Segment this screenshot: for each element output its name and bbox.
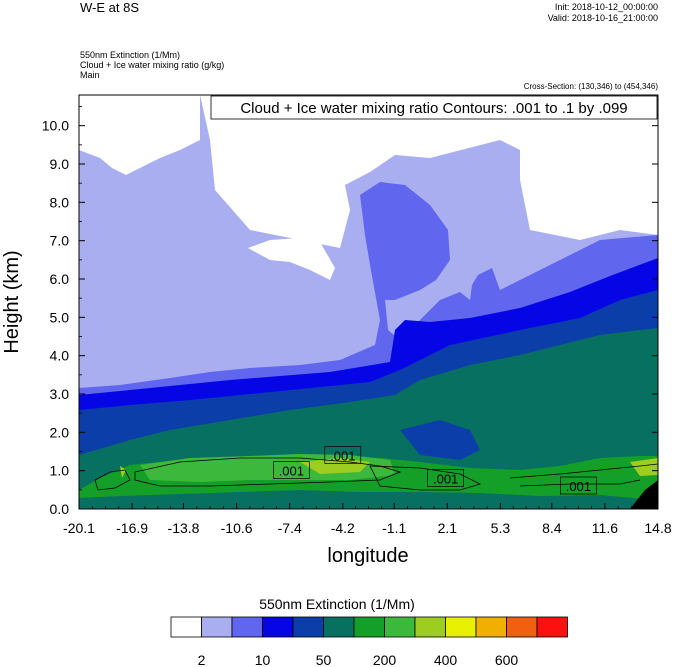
y-tick-label: 1.0 bbox=[50, 463, 70, 479]
init-time: Init: 2018-10-12_00:00:00 bbox=[554, 2, 658, 12]
colorbar-label: 10 bbox=[255, 652, 271, 667]
y-tick-label: 7.0 bbox=[50, 233, 70, 249]
colorbar-swatch bbox=[414, 616, 446, 638]
x-tick-label: -10.6 bbox=[221, 520, 253, 536]
contour-label-box bbox=[560, 476, 597, 495]
valid-time: Valid: 2018-10-16_21:00:00 bbox=[547, 13, 658, 23]
x-tick-label: 5.3 bbox=[491, 520, 511, 536]
field-mixing-ratio: Cloud + Ice water mixing ratio (g/kg) bbox=[80, 60, 225, 70]
colorbar-label: 200 bbox=[373, 652, 397, 667]
y-tick-label: 0.0 bbox=[50, 501, 70, 517]
colorbar-swatch bbox=[353, 616, 385, 638]
contour-lines bbox=[94, 457, 658, 491]
colorbar-label: 2 bbox=[198, 652, 206, 667]
colorbar-swatch bbox=[323, 616, 355, 638]
colorbar-label: 600 bbox=[495, 652, 519, 667]
y-tick-label: 4.0 bbox=[50, 348, 70, 364]
y-tick-label: 2.0 bbox=[50, 424, 70, 440]
x-axis: -20.1 -16.9 -13.8 -10.6 -7.4 -4.2 -1.1 2.1 5.3 8.… bbox=[63, 503, 672, 536]
contour-label-box bbox=[427, 468, 464, 487]
colorbar-title: 550nm Extinction (1/Mm) bbox=[259, 596, 415, 612]
time-info: Init: 2018-10-12_00:00:00 Valid: 2018-10… bbox=[548, 2, 658, 24]
contour-legend-text: Cloud + Ice water mixing ratio Contours:… bbox=[240, 100, 627, 117]
field-domain: Main bbox=[80, 70, 100, 80]
y-tick-label: 10.0 bbox=[42, 118, 69, 134]
x-tick-label: 11.6 bbox=[592, 520, 618, 536]
contour-label-group: .001 .001 .001 .001 bbox=[273, 445, 597, 495]
x-tick-label: -16.9 bbox=[116, 520, 148, 536]
colorbar-swatch bbox=[536, 616, 568, 638]
contour-label: .001 bbox=[330, 448, 355, 463]
y-tick-label: 5.0 bbox=[50, 309, 70, 325]
colorbar-swatch bbox=[475, 616, 507, 638]
colorbar-swatch bbox=[262, 616, 294, 638]
y-axis-label: Height (km) bbox=[1, 250, 23, 353]
filled-contours bbox=[79, 95, 658, 509]
x-tick-label: -4.2 bbox=[331, 520, 355, 536]
contour-label: .001 bbox=[279, 464, 304, 479]
x-axis-label: longitude bbox=[327, 545, 408, 567]
colorbar-swatch bbox=[170, 616, 202, 638]
field-extinction: 550nm Extinction (1/Mm) bbox=[80, 50, 181, 60]
x-tick-label: 14.8 bbox=[644, 520, 671, 536]
y-tick-label: 3.0 bbox=[50, 386, 70, 402]
y-tick-label: 8.0 bbox=[50, 194, 70, 210]
x-tick-label: -1.1 bbox=[382, 520, 406, 536]
colorbar-swatch bbox=[506, 616, 538, 638]
x-tick-label: 8.4 bbox=[542, 520, 562, 536]
contour-label-box bbox=[324, 445, 362, 464]
x-tick-label: -13.8 bbox=[168, 520, 200, 536]
colorbar: 2 10 50 200 400 600 bbox=[170, 616, 568, 667]
x-tick-label: 2.1 bbox=[438, 520, 458, 536]
cross-section-label: Cross-Section: (130,346) to (454,346) bbox=[523, 82, 658, 91]
field-list: 550nm Extinction (1/Mm) Cloud + Ice wate… bbox=[80, 50, 224, 80]
colorbar-swatch bbox=[384, 616, 416, 638]
plot-title: W-E at 8S bbox=[80, 0, 140, 15]
y-tick-label: 9.0 bbox=[50, 156, 70, 172]
colorbar-swatch bbox=[292, 616, 324, 638]
contour-label: .001 bbox=[566, 479, 591, 494]
colorbar-label: 400 bbox=[434, 652, 458, 667]
contour-legend-box: Cloud + Ice water mixing ratio Contours:… bbox=[210, 95, 658, 120]
colorbar-swatch bbox=[445, 616, 477, 638]
contour-label-box bbox=[273, 461, 310, 480]
colorbar-swatch bbox=[231, 616, 263, 638]
colorbar-swatch bbox=[201, 616, 233, 638]
y-axis: 0.0 1.0 2.0 3.0 4.0 5.0 6.0 7.0 8.0 9.0 10.0 bbox=[42, 106, 658, 517]
contour-label: .001 bbox=[433, 471, 458, 486]
colorbar-label: 50 bbox=[316, 652, 332, 667]
x-tick-label: -7.4 bbox=[278, 520, 302, 536]
y-tick-label: 6.0 bbox=[50, 271, 70, 287]
x-tick-label: -20.1 bbox=[63, 520, 95, 536]
